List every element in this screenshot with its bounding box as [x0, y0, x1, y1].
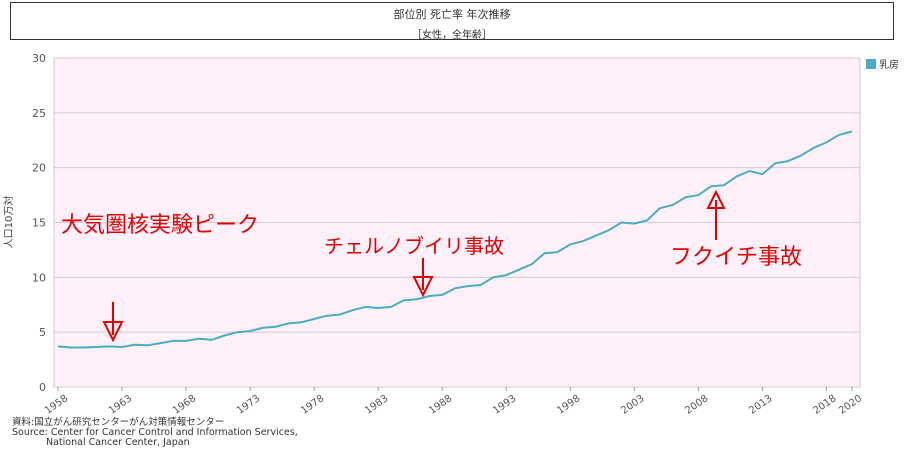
annotation-fukushima: フクイチ事故 [670, 245, 802, 270]
y-tick-label: 30 [32, 52, 46, 65]
x-tick-label: 1998 [555, 393, 582, 417]
x-tick-label: 1963 [107, 393, 134, 417]
x-tick-labels: 1958 1963 1968 1973 1978 1983 1988 1993 1998 2003… [43, 387, 864, 417]
legend-label: 乳房 [879, 60, 899, 71]
source-line-3: National Cancer Center, Japan [46, 437, 190, 448]
chart-title: 部位別 死亡率 年次推移 [393, 8, 511, 21]
grid-lines [54, 57, 860, 388]
y-tick-label: 15 [32, 217, 46, 230]
legend: 乳房 [866, 56, 899, 71]
x-tick-label: 2003 [619, 393, 646, 417]
legend-swatch [866, 58, 876, 69]
x-tick-label: 1983 [363, 393, 390, 417]
annotation-nuclear-test-peak: 大気圏核実験ピーク [61, 213, 259, 238]
y-axis-label: 人口10万対 [2, 196, 15, 249]
source-line-1: 資料:国立がん研究センターがん対策情報センター [12, 417, 225, 428]
chart-subtitle: ［女性，全年齢］ [412, 30, 492, 41]
arrow-down-icon [102, 302, 124, 343]
x-tick-label: 1978 [299, 393, 326, 417]
y-tick-label: 10 [32, 271, 46, 284]
x-tick-label: 2013 [747, 393, 774, 417]
x-tick-label: 2020 [837, 393, 864, 417]
x-tick-label: 1968 [171, 393, 198, 417]
x-tick-label: 1973 [235, 393, 262, 417]
x-tick-label: 2018 [811, 393, 838, 417]
x-tick-label: 1958 [43, 393, 70, 417]
y-tick-label: 0 [39, 381, 46, 394]
annotation-chernobyl: チェルノブイリ事故 [324, 234, 504, 258]
y-tick-label: 25 [32, 107, 46, 120]
arrow-up-icon [706, 189, 726, 240]
y-tick-label: 20 [32, 162, 46, 175]
x-tick-label: 1988 [427, 393, 454, 417]
series-group [57, 130, 853, 349]
chart-title-box: 部位別 死亡率 年次推移 ［女性，全年齢］ [10, 2, 894, 41]
y-tick-label: 5 [39, 326, 46, 339]
y-tick-labels: 0 5 10 15 20 25 30 [32, 52, 46, 394]
source-line-2: Source: Center for Cancer Control and In… [12, 427, 298, 438]
series-line-breast [57, 130, 853, 349]
arrow-down-icon [412, 258, 434, 298]
source-note: 資料:国立がん研究センターがん対策情報センター Source: Center f… [12, 418, 298, 448]
x-tick-label: 1993 [491, 393, 518, 417]
x-tick-label: 2008 [683, 393, 710, 417]
